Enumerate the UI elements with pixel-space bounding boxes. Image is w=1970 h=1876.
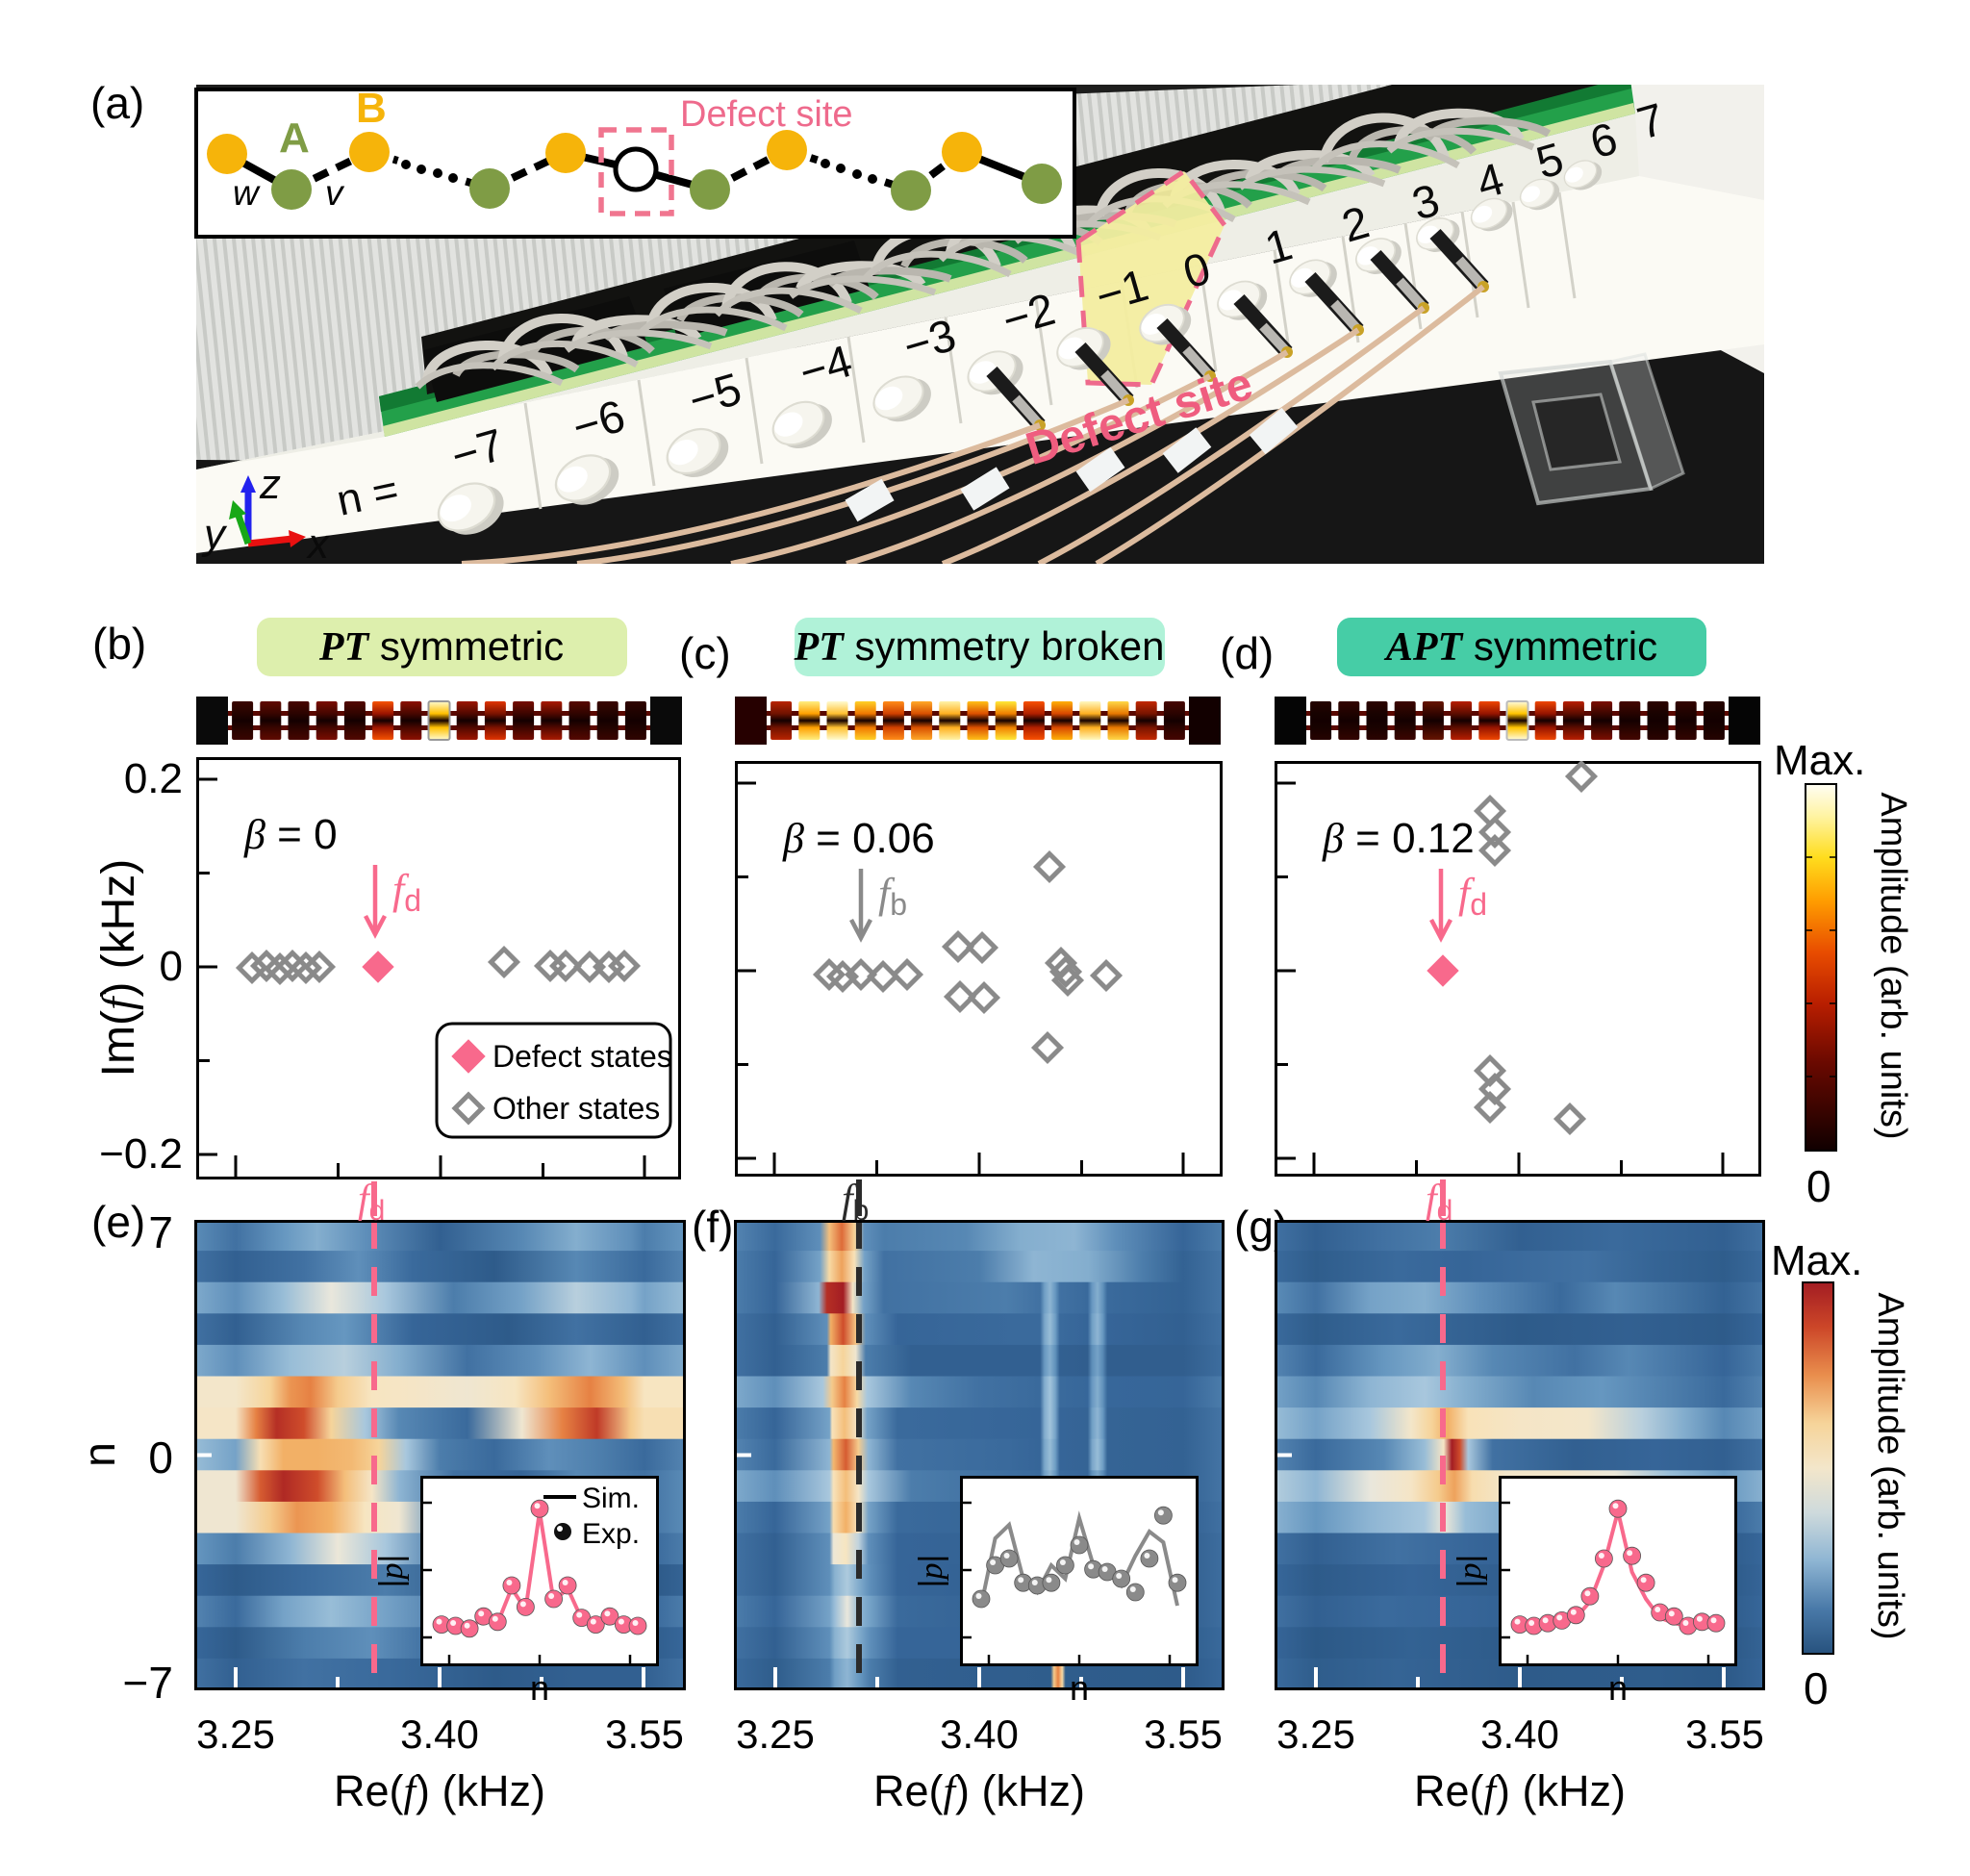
svg-text:β = 0.06: β = 0.06 (782, 815, 935, 862)
svg-text:Defect site: Defect site (680, 94, 853, 135)
svg-text:Sim.: Sim. (582, 1483, 640, 1514)
svg-text:A: A (279, 114, 310, 162)
svg-text:β = 0.12: β = 0.12 (1322, 815, 1475, 862)
svg-text:z: z (259, 461, 281, 508)
svg-text:β = 0: β = 0 (243, 811, 338, 858)
svg-text:w: w (233, 173, 261, 213)
svg-text:Defect states: Defect states (492, 1039, 672, 1074)
svg-text:B: B (356, 88, 387, 132)
svg-text:x: x (306, 520, 331, 564)
svg-text:v: v (325, 173, 345, 213)
svg-text:Exp.: Exp. (582, 1518, 640, 1550)
svg-text:Other states: Other states (492, 1091, 660, 1126)
svg-text:y: y (201, 511, 228, 558)
